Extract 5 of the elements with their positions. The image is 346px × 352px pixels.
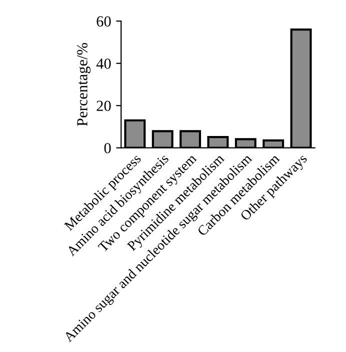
y-tick-label: 0	[104, 142, 111, 154]
y-tick-label: 60	[96, 16, 111, 27]
y-axis-title: Percentage/%	[77, 43, 91, 126]
y-tick-label: 20	[96, 100, 111, 112]
y-tick-label: 40	[96, 58, 111, 69]
